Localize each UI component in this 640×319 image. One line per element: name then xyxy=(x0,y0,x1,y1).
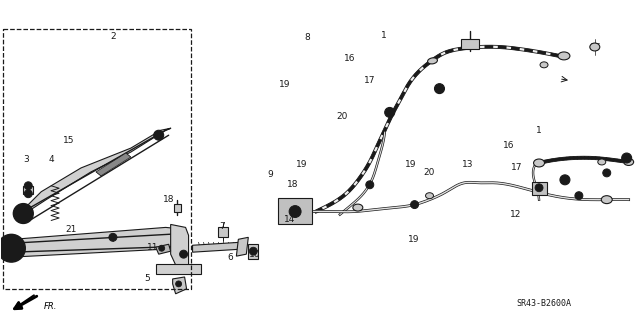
Ellipse shape xyxy=(428,58,437,64)
Text: 18: 18 xyxy=(287,180,299,189)
Text: 19: 19 xyxy=(405,160,417,169)
Circle shape xyxy=(250,247,257,255)
Text: 7: 7 xyxy=(220,222,225,231)
Text: 19: 19 xyxy=(296,160,308,169)
Text: 20: 20 xyxy=(424,168,435,177)
Text: 19: 19 xyxy=(408,235,419,244)
Polygon shape xyxy=(248,244,259,259)
Polygon shape xyxy=(173,277,187,294)
Text: 20: 20 xyxy=(336,112,348,121)
Circle shape xyxy=(24,182,32,190)
Ellipse shape xyxy=(534,159,545,167)
Ellipse shape xyxy=(623,159,634,166)
Text: 17: 17 xyxy=(511,163,523,173)
Circle shape xyxy=(175,281,182,287)
Circle shape xyxy=(0,234,26,262)
Ellipse shape xyxy=(601,196,612,204)
Text: 2: 2 xyxy=(110,32,116,41)
Text: 21: 21 xyxy=(65,225,77,234)
Circle shape xyxy=(560,175,570,185)
Circle shape xyxy=(24,190,32,198)
Circle shape xyxy=(3,240,19,256)
Circle shape xyxy=(411,201,419,209)
Ellipse shape xyxy=(426,193,433,199)
Circle shape xyxy=(289,205,301,218)
Circle shape xyxy=(603,169,611,177)
Polygon shape xyxy=(96,153,131,176)
Ellipse shape xyxy=(590,43,600,51)
Text: 8: 8 xyxy=(304,33,310,41)
Text: 6: 6 xyxy=(227,253,233,262)
Circle shape xyxy=(159,245,164,251)
Polygon shape xyxy=(193,242,241,252)
Circle shape xyxy=(17,208,29,219)
Bar xyxy=(3,29,191,289)
Polygon shape xyxy=(218,227,228,237)
Text: 11: 11 xyxy=(147,243,159,252)
Polygon shape xyxy=(173,204,180,211)
Text: 12: 12 xyxy=(509,210,521,219)
Text: 19: 19 xyxy=(280,80,291,89)
Text: 14: 14 xyxy=(284,215,296,224)
Circle shape xyxy=(8,245,14,251)
Circle shape xyxy=(435,84,444,93)
Text: 9: 9 xyxy=(268,170,273,179)
Text: 1: 1 xyxy=(381,31,387,40)
Polygon shape xyxy=(156,264,200,274)
Polygon shape xyxy=(532,182,547,195)
Text: 15: 15 xyxy=(63,136,75,145)
Circle shape xyxy=(109,234,117,241)
Text: FR.: FR. xyxy=(44,302,58,311)
Text: 3: 3 xyxy=(24,155,29,165)
Polygon shape xyxy=(171,225,189,271)
Circle shape xyxy=(13,204,33,223)
Polygon shape xyxy=(278,198,312,225)
Text: 4: 4 xyxy=(49,155,54,165)
Text: 13: 13 xyxy=(461,160,473,169)
Circle shape xyxy=(535,184,543,192)
Polygon shape xyxy=(23,186,33,194)
Text: 5: 5 xyxy=(144,274,150,284)
Text: 10: 10 xyxy=(248,250,260,259)
Polygon shape xyxy=(236,237,248,256)
Text: 16: 16 xyxy=(504,141,515,150)
Circle shape xyxy=(156,133,161,138)
Text: 18: 18 xyxy=(163,195,175,204)
Polygon shape xyxy=(461,39,479,49)
Circle shape xyxy=(575,192,583,200)
Circle shape xyxy=(180,250,188,258)
Text: SR43-B2600A: SR43-B2600A xyxy=(516,299,572,308)
Text: 16: 16 xyxy=(344,54,356,63)
Circle shape xyxy=(366,181,374,189)
Ellipse shape xyxy=(353,204,363,211)
Ellipse shape xyxy=(540,62,548,68)
Circle shape xyxy=(154,130,164,140)
Ellipse shape xyxy=(598,159,605,165)
Polygon shape xyxy=(156,244,171,254)
Polygon shape xyxy=(23,128,171,214)
Text: 1: 1 xyxy=(536,126,542,135)
Polygon shape xyxy=(12,227,186,257)
Circle shape xyxy=(385,108,395,117)
Ellipse shape xyxy=(558,52,570,60)
Circle shape xyxy=(621,153,632,163)
Text: 17: 17 xyxy=(364,76,376,85)
